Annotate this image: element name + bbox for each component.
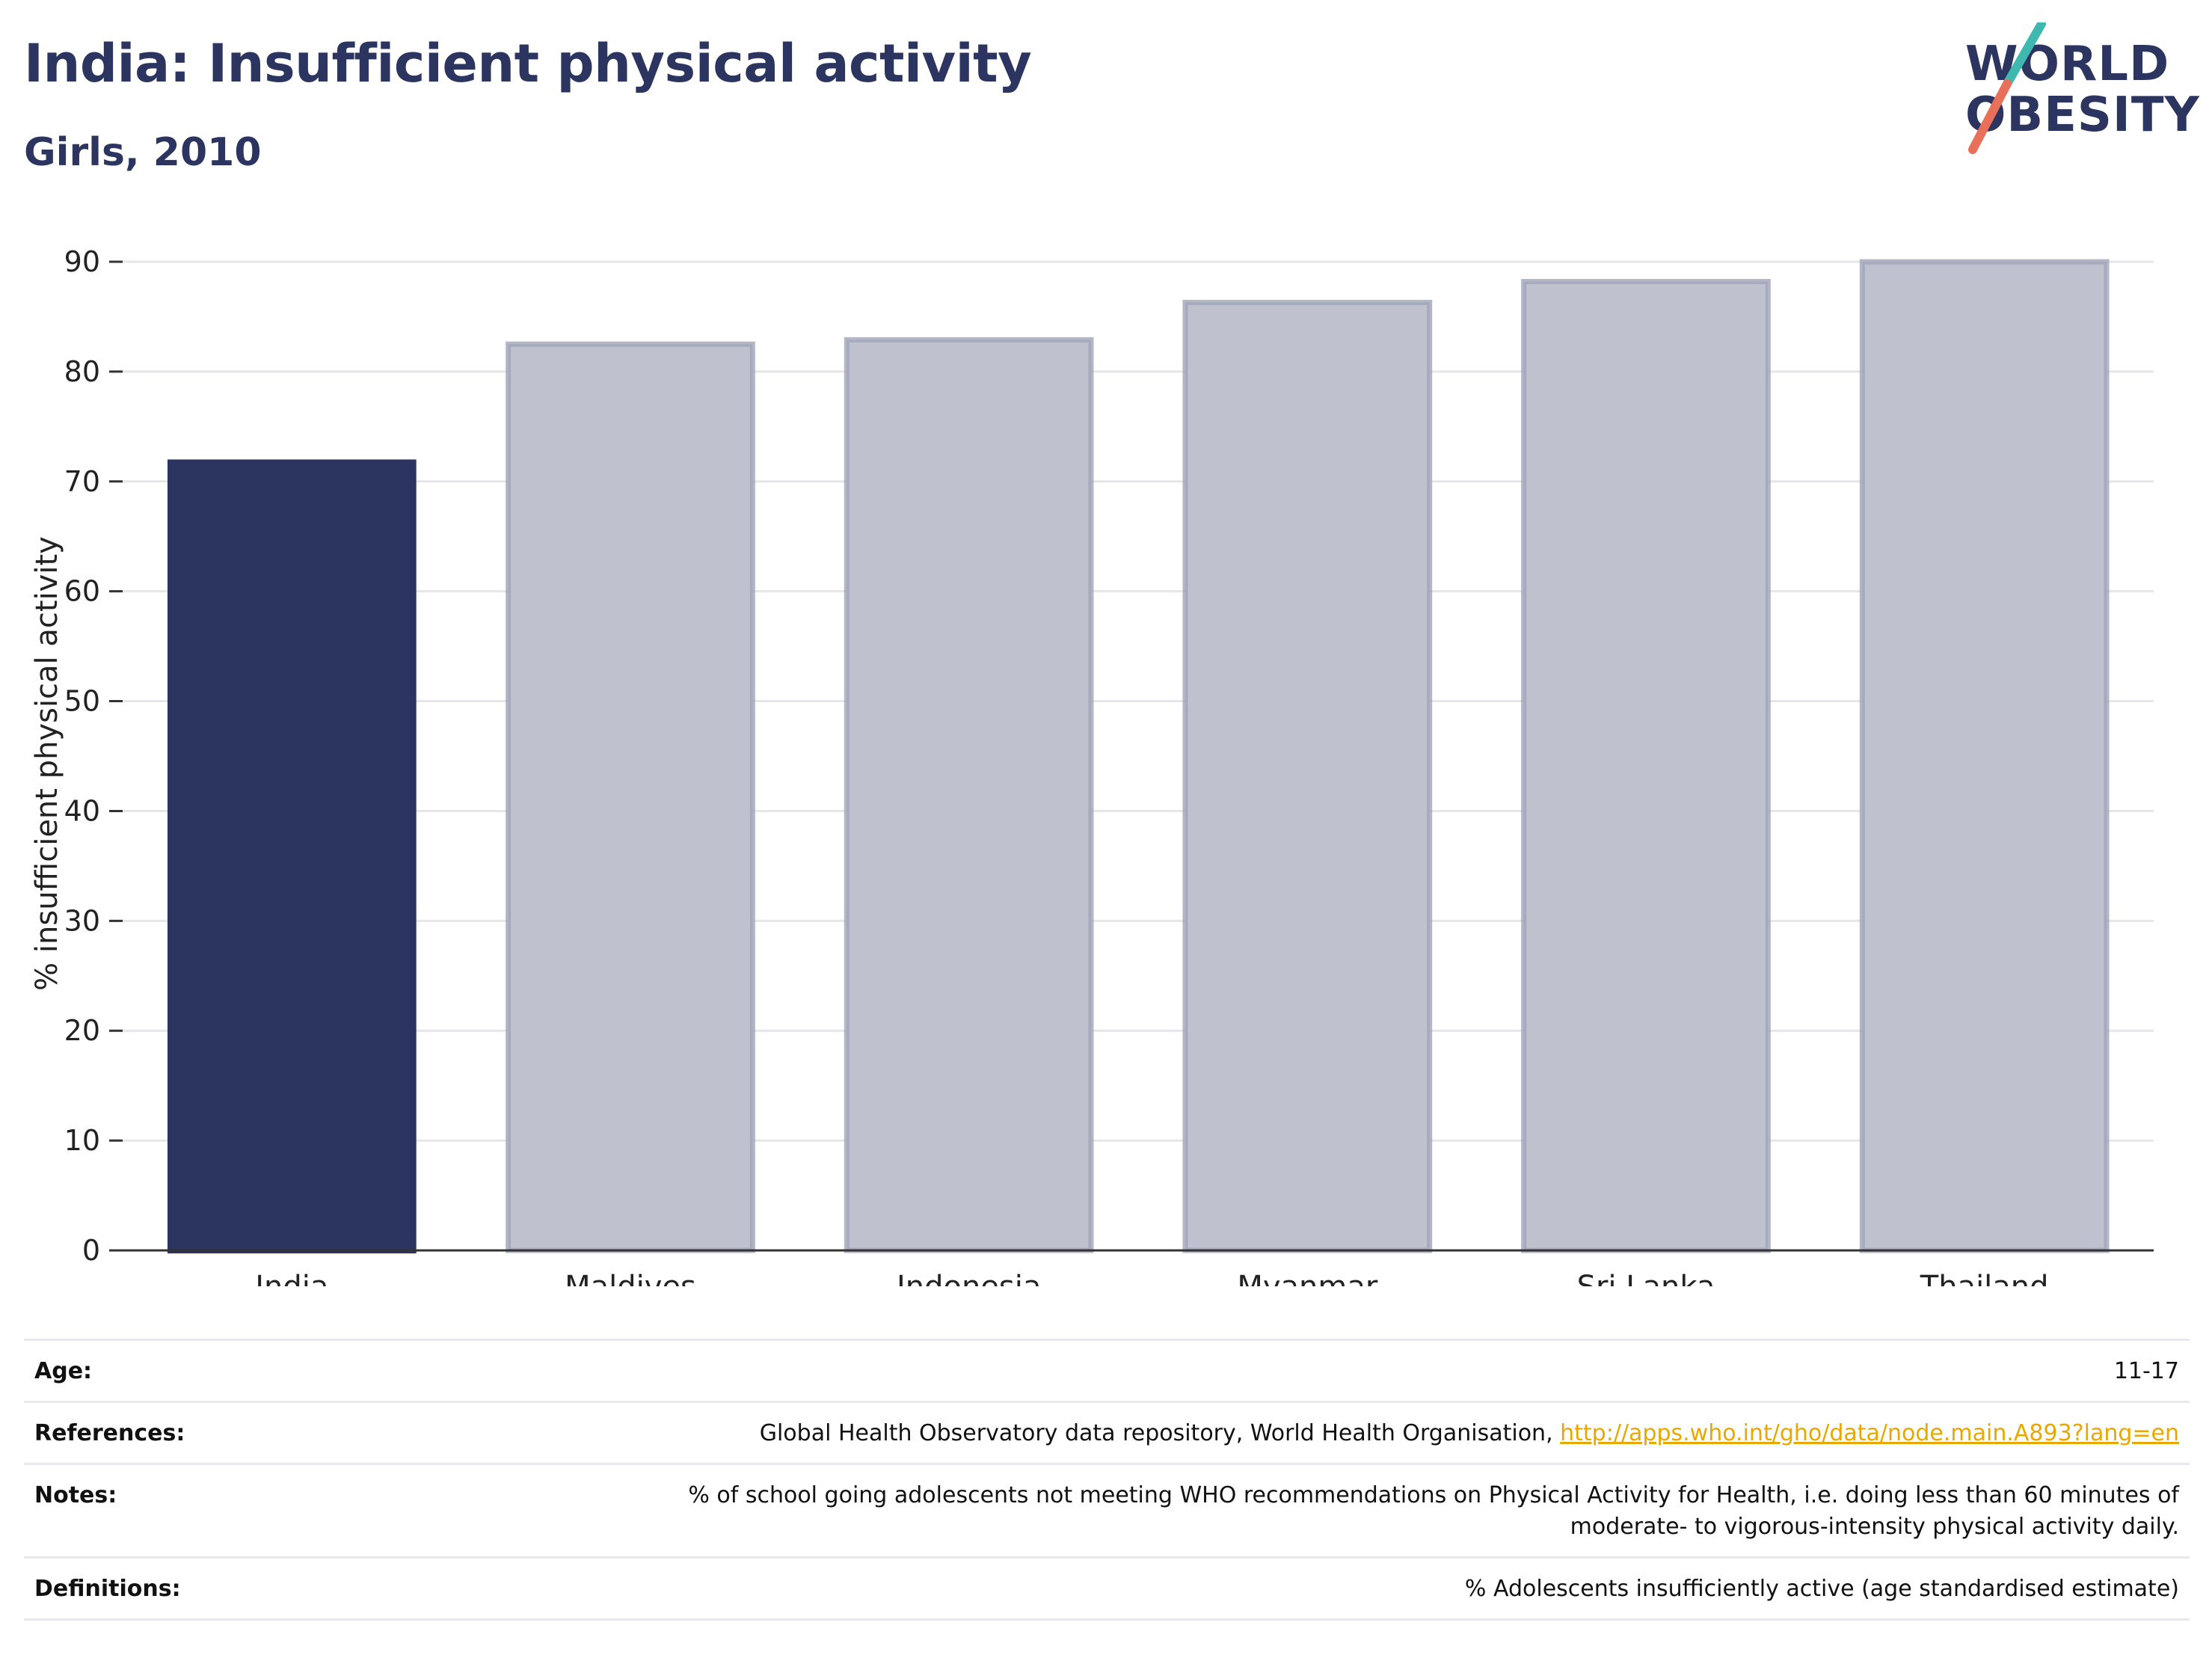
bar-chart: 0 10 20 30 40 50 60 70 80 90 India Maldives Indonesi…: [30, 245, 2154, 1286]
meta-row-references: References: Global Health Observatory da…: [24, 1401, 2190, 1463]
x-tick-label: Indonesia: [897, 1270, 1041, 1286]
y-tick-label: 60: [64, 575, 100, 608]
y-tick-label: 30: [64, 904, 100, 937]
y-tick-label: 70: [64, 465, 100, 498]
bar-myanmar: [1182, 299, 1433, 1253]
logo-line-1: WORLD: [1965, 37, 2170, 92]
bar-indonesia: [844, 337, 1094, 1253]
world-obesity-logo: WORLD OBESITY: [1944, 22, 2199, 165]
bar-india: [167, 459, 417, 1253]
y-tick-label: 80: [64, 355, 100, 388]
x-tick-label: Thailand: [1920, 1270, 2049, 1286]
meta-value: % of school going adolescents not meetin…: [688, 1482, 2179, 1540]
meta-label: Definitions:: [34, 1576, 181, 1602]
meta-row-notes: Notes: % of school going adolescents not…: [24, 1463, 2190, 1556]
x-tick-label: India: [255, 1270, 328, 1286]
meta-row-definitions: Definitions: % Adolescents insufficientl…: [24, 1556, 2190, 1621]
meta-value: % Adolescents insufficiently active (age…: [1464, 1576, 2179, 1602]
page-subtitle: Girls, 2010: [24, 130, 262, 175]
bar-thailand: [1859, 259, 2110, 1253]
meta-label: Notes:: [34, 1482, 117, 1508]
page-title: India: Insufficient physical activity: [24, 33, 1032, 94]
meta-value: 11-17: [2113, 1358, 2179, 1384]
meta-row-age: Age: 11-17: [24, 1339, 2190, 1401]
x-tick-label: Sri Lanka: [1577, 1270, 1715, 1286]
bar-sri-lanka: [1521, 279, 1771, 1253]
reference-text: Global Health Observatory data repositor…: [759, 1420, 1561, 1446]
meta-label: Age:: [34, 1358, 93, 1384]
y-tick-label: 0: [82, 1234, 100, 1267]
bar-maldives: [506, 341, 755, 1253]
y-tick-label: 40: [64, 794, 100, 827]
y-tick-label: 50: [64, 685, 100, 718]
y-tick-label: 90: [64, 245, 100, 278]
meta-value: Global Health Observatory data repositor…: [760, 1418, 2179, 1449]
x-tick-label: Maldives: [565, 1270, 696, 1286]
logo-slash-icon: [1968, 22, 2046, 154]
metadata-table: Age: 11-17 References: Global Health Obs…: [24, 1339, 2190, 1621]
y-axis-label: % insufficient physical activity: [30, 536, 64, 991]
meta-label: References:: [34, 1420, 185, 1446]
y-tick-label: 10: [64, 1124, 100, 1157]
y-tick-label: 20: [64, 1014, 100, 1047]
x-tick-label: Myanmar: [1237, 1270, 1378, 1286]
logo-line-2: OBESITY: [1965, 87, 2200, 143]
reference-link[interactable]: http://apps.who.int/gho/data/node.main.A…: [1560, 1420, 2179, 1446]
